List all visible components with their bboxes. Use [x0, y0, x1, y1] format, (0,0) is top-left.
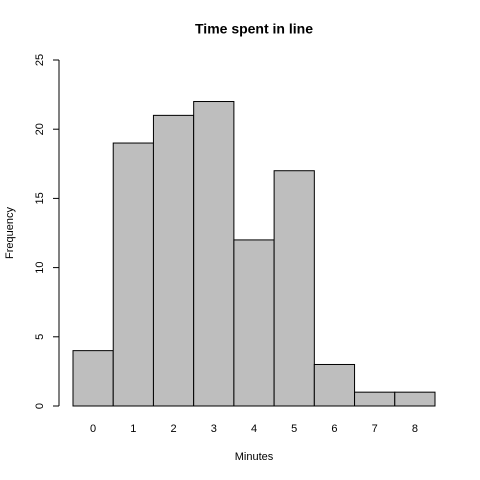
y-tick-label: 5: [34, 334, 46, 340]
x-tick-label: 1: [130, 423, 136, 435]
bar: [313, 363, 356, 407]
x-tick-label: 8: [412, 423, 418, 435]
bar: [233, 239, 275, 407]
x-tick-label: 2: [170, 423, 176, 435]
x-axis-label: Minutes: [235, 451, 274, 463]
y-tick-label: 20: [34, 123, 46, 135]
x-tick-label: 6: [331, 423, 337, 435]
y-tick-label: 10: [34, 261, 46, 273]
bar: [72, 350, 114, 407]
x-tick-label: 7: [372, 423, 378, 435]
bar: [273, 170, 315, 407]
y-axis-label: Frequency: [4, 207, 16, 259]
bar: [193, 101, 235, 407]
bar: [112, 142, 154, 407]
bar: [394, 391, 436, 407]
x-tick-label: 4: [251, 423, 257, 435]
x-tick-label: 5: [291, 423, 297, 435]
chart-title: Time spent in line: [195, 21, 313, 37]
bar: [152, 114, 195, 407]
y-tick-label: 0: [34, 403, 46, 409]
x-tick-label: 0: [90, 423, 96, 435]
y-tick-label: 25: [34, 54, 46, 66]
bar: [354, 391, 396, 407]
y-tick-label: 15: [34, 192, 46, 204]
x-tick-label: 3: [211, 423, 217, 435]
